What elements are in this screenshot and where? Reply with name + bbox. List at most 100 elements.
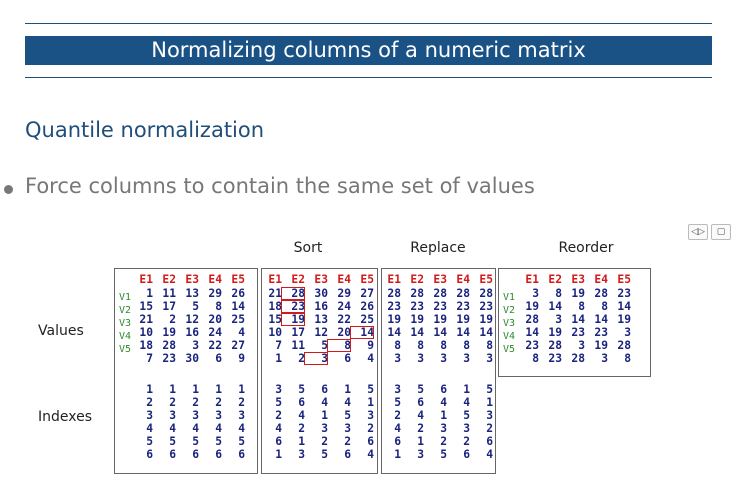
value-cell: 19 [387, 313, 401, 326]
value-cell: 23 [525, 339, 539, 352]
value-cell: 23 [456, 300, 470, 313]
value-cell: 3 [394, 352, 401, 365]
value-cell: 28 [594, 287, 608, 300]
index-cell: 5 [215, 435, 222, 448]
value-cell: 19 [617, 313, 631, 326]
sort-panel: E1 E2 E3 E4 E5 21 28 30 29 27 18 23 16 24 26 15 19 13 22 25… [261, 268, 378, 474]
index-cell: 1 [440, 409, 447, 422]
value-cell: 3 [192, 339, 199, 352]
value-cell: 4 [238, 326, 245, 339]
value-cell: 24 [208, 326, 222, 339]
value-cell: 18 [268, 300, 282, 313]
index-cell: 5 [146, 435, 153, 448]
column-header: E4 [208, 273, 222, 286]
value-cell: 1 [275, 352, 282, 365]
column-header: E2 [162, 273, 176, 286]
value-cell: 28 [548, 339, 562, 352]
index-cell: 3 [367, 409, 374, 422]
column-header: E2 [410, 273, 424, 286]
index-cell: 3 [215, 409, 222, 422]
value-cell: 7 [275, 339, 282, 352]
column-header: E1 [525, 273, 539, 286]
index-cell: 2 [238, 396, 245, 409]
column-header: E5 [479, 273, 493, 286]
value-cell: 2 [169, 313, 176, 326]
index-cell: 2 [192, 396, 199, 409]
index-cell: 6 [367, 435, 374, 448]
value-cell: 28 [525, 313, 539, 326]
expand-icon[interactable]: ◁▷ [688, 224, 708, 240]
index-cell: 6 [169, 448, 176, 461]
index-cell: 4 [321, 396, 328, 409]
index-cell: 5 [321, 448, 328, 461]
index-cell: 1 [238, 383, 245, 396]
index-cell: 6 [417, 396, 424, 409]
value-cell: 19 [548, 326, 562, 339]
value-cell: 8 [601, 300, 608, 313]
indexes-label: Indexes [38, 409, 93, 425]
index-cell: 2 [169, 396, 176, 409]
value-cell: 19 [594, 339, 608, 352]
column-header: E3 [571, 273, 585, 286]
index-cell: 4 [367, 448, 374, 461]
index-cell: 3 [275, 383, 282, 396]
value-cell: 19 [571, 287, 585, 300]
value-cell: 19 [162, 326, 176, 339]
index-cell: 5 [169, 435, 176, 448]
value-cell: 29 [208, 287, 222, 300]
value-cell: 18 [139, 339, 153, 352]
slide-title: Normalizing columns of a numeric matrix [25, 36, 712, 65]
row-label: V5 [119, 344, 132, 355]
value-cell: 19 [456, 313, 470, 326]
value-cell: 19 [525, 300, 539, 313]
index-cell: 4 [215, 422, 222, 435]
index-cell: 4 [169, 422, 176, 435]
index-cell: 2 [344, 435, 351, 448]
value-cell: 14 [456, 326, 470, 339]
index-cell: 2 [275, 409, 282, 422]
value-cell: 3 [601, 352, 608, 365]
index-cell: 3 [417, 448, 424, 461]
value-cell: 23 [162, 352, 176, 365]
value-cell: 29 [337, 287, 351, 300]
value-cell: 20 [208, 313, 222, 326]
value-cell: 21 [139, 313, 153, 326]
index-cell: 4 [192, 422, 199, 435]
value-cell: 8 [486, 339, 493, 352]
value-cell: 3 [555, 313, 562, 326]
index-cell: 5 [440, 448, 447, 461]
index-cell: 3 [486, 409, 493, 422]
reorder-panel: E1 E2 E3 E4 E5 V1 V2 V3 V4 V5 3 8 19 28 23 19 14 8 8 14 28 3 1… [498, 268, 651, 377]
value-cell: 14 [479, 326, 493, 339]
index-cell: 2 [463, 435, 470, 448]
value-cell: 28 [281, 287, 305, 300]
value-cell: 28 [617, 339, 631, 352]
column-header: E5 [231, 273, 245, 286]
value-cell: 12 [314, 326, 328, 339]
popout-icon[interactable]: ▢ [711, 224, 731, 240]
value-cell: 1 [146, 287, 153, 300]
value-cell: 19 [479, 313, 493, 326]
index-cell: 4 [463, 396, 470, 409]
value-cell: 17 [291, 326, 305, 339]
value-cell: 3 [578, 339, 585, 352]
index-cell: 1 [192, 383, 199, 396]
value-cell: 17 [162, 300, 176, 313]
index-cell: 5 [394, 396, 401, 409]
index-cell: 3 [440, 422, 447, 435]
index-cell: 4 [146, 422, 153, 435]
value-cell: 6 [215, 352, 222, 365]
index-cell: 4 [238, 422, 245, 435]
index-cell: 5 [238, 435, 245, 448]
index-cell: 1 [215, 383, 222, 396]
index-cell: 4 [394, 422, 401, 435]
value-cell: 8 [578, 300, 585, 313]
value-cell: 19 [281, 313, 305, 326]
value-cell: 22 [337, 313, 351, 326]
value-cell: 3 [304, 352, 328, 365]
index-cell: 6 [146, 448, 153, 461]
index-cell: 5 [417, 383, 424, 396]
reorder-title: Reorder [558, 240, 614, 256]
value-cell: 14 [433, 326, 447, 339]
bullet-icon [4, 185, 13, 194]
